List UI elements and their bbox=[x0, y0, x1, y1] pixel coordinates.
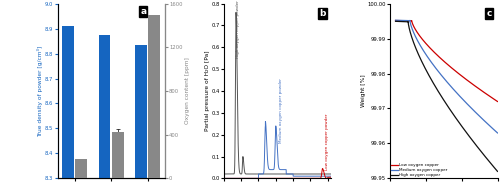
Medium oxygen copper bbox=[440, 75, 446, 78]
Medium oxygen copper bbox=[392, 19, 398, 21]
High oxygen copper bbox=[392, 20, 398, 22]
Bar bbox=[62, 26, 74, 182]
Y-axis label: Oxygen content [ppm]: Oxygen content [ppm] bbox=[184, 58, 190, 124]
Low oxygen copper bbox=[442, 61, 448, 64]
Bar bbox=[135, 45, 147, 182]
High oxygen copper bbox=[473, 144, 479, 146]
Low oxygen copper bbox=[398, 19, 404, 22]
Text: Low oxygen copper powder: Low oxygen copper powder bbox=[325, 113, 329, 170]
Text: b: b bbox=[320, 9, 326, 18]
Low oxygen copper bbox=[440, 59, 446, 61]
Bar bbox=[148, 15, 160, 178]
Bar bbox=[112, 132, 124, 178]
Y-axis label: Weight [%]: Weight [%] bbox=[361, 75, 366, 107]
Medium oxygen copper bbox=[398, 19, 404, 21]
Medium oxygen copper bbox=[442, 79, 448, 81]
Bar bbox=[99, 35, 110, 182]
Low oxygen copper bbox=[473, 86, 479, 88]
High oxygen copper bbox=[492, 167, 498, 169]
Line: Medium oxygen copper: Medium oxygen copper bbox=[396, 20, 498, 133]
Bar bbox=[76, 159, 87, 178]
Medium oxygen copper bbox=[494, 132, 500, 134]
Text: c: c bbox=[486, 9, 492, 18]
Low oxygen copper bbox=[392, 19, 398, 22]
Y-axis label: True density of powder [g/cm³]: True density of powder [g/cm³] bbox=[37, 45, 43, 137]
Line: High oxygen copper: High oxygen copper bbox=[396, 21, 498, 171]
Low oxygen copper bbox=[492, 98, 498, 101]
Text: Medium oxygen copper powder: Medium oxygen copper powder bbox=[279, 78, 283, 143]
Medium oxygen copper bbox=[492, 129, 498, 131]
Medium oxygen copper bbox=[492, 129, 498, 131]
High oxygen copper bbox=[494, 170, 500, 173]
High oxygen copper bbox=[442, 101, 448, 103]
Medium oxygen copper bbox=[473, 112, 479, 114]
Text: High oxygen copper powder: High oxygen copper powder bbox=[236, 0, 240, 58]
Low oxygen copper bbox=[492, 98, 498, 101]
Legend: Low oxygen copper, Medium oxygen copper, High oxygen copper: Low oxygen copper, Medium oxygen copper,… bbox=[392, 163, 448, 177]
High oxygen copper bbox=[440, 97, 446, 99]
Y-axis label: Partial pressure of H₂O [Pa]: Partial pressure of H₂O [Pa] bbox=[205, 51, 210, 131]
High oxygen copper bbox=[492, 167, 498, 169]
Text: a: a bbox=[140, 7, 146, 16]
Line: Low oxygen copper: Low oxygen copper bbox=[396, 21, 498, 102]
High oxygen copper bbox=[398, 20, 404, 23]
Low oxygen copper bbox=[494, 100, 500, 103]
